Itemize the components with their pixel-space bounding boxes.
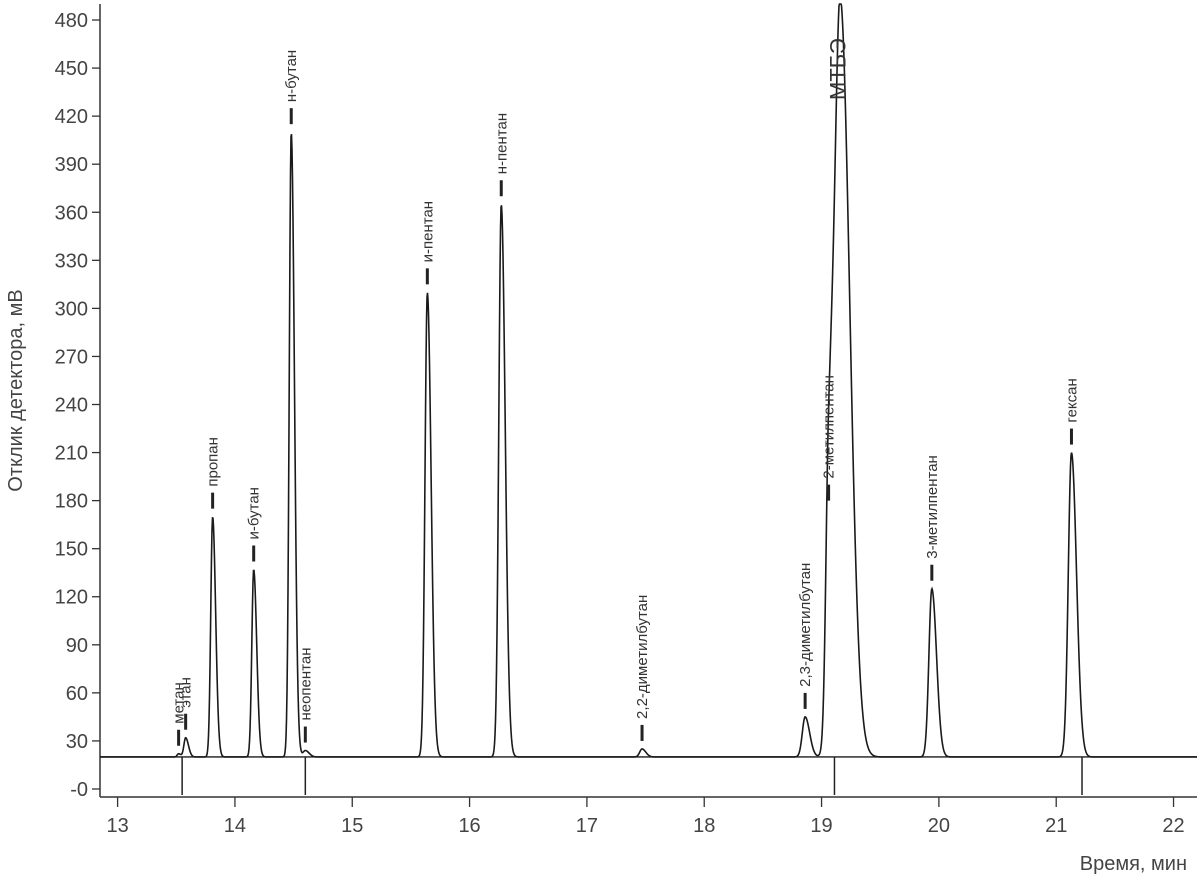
y-axis-title: Отклик детектора, мВ (5, 289, 27, 492)
x-tick-label: 18 (693, 815, 715, 837)
y-tick-label: 390 (55, 154, 88, 176)
x-tick-label: 20 (928, 815, 950, 837)
y-tick-label: 30 (66, 731, 88, 753)
y-tick-label: 360 (55, 202, 88, 224)
y-tick-label: 90 (66, 635, 88, 657)
x-tick-label: 22 (1162, 815, 1184, 837)
peak-label: 2-метилпентан (821, 375, 838, 479)
y-tick-label: 330 (55, 250, 88, 272)
y-tick-label: 150 (55, 539, 88, 561)
x-axis: 13 14 15 16 17 18 19 20 21 22 (106, 797, 1185, 837)
peak-label: н-бутан (283, 50, 300, 102)
y-tick-label: 120 (55, 587, 88, 609)
plot-frame (99, 4, 1197, 798)
y-tick-label: 60 (66, 683, 88, 705)
y-tick-label: -0 (70, 779, 88, 801)
peak-label: 2,3-диметилбутан (797, 563, 814, 687)
y-axis: -0 30 60 90 120 150 180 210 240 270 300 330 360 390 42… (55, 10, 100, 801)
x-tick-label: 21 (1045, 815, 1067, 837)
peak-label: гексан (1063, 378, 1080, 422)
peak-label: и-бутан (246, 487, 263, 539)
signal-line (100, 3, 1197, 758)
peak-label: метан (171, 682, 188, 723)
peak-label: МТБЭ (825, 38, 850, 100)
y-tick-label: 270 (55, 346, 88, 368)
y-tick-label: 450 (55, 58, 88, 80)
x-tick-label: 14 (224, 815, 246, 837)
y-tick-label: 300 (55, 298, 88, 320)
x-tick-label: 16 (458, 815, 480, 837)
y-tick-label: 180 (55, 491, 88, 513)
peak-label: н-пентан (493, 113, 510, 174)
x-tick-label: 17 (576, 815, 598, 837)
y-tick-label: 240 (55, 395, 88, 417)
peak-label: этан (178, 677, 195, 708)
x-tick-label: 13 (106, 815, 128, 837)
peak-label: и-пентан (419, 201, 436, 262)
y-tick-label: 210 (55, 443, 88, 465)
y-tick-label: 420 (55, 106, 88, 128)
peak-label: пропан (205, 437, 222, 487)
x-axis-title: Время, мин (1080, 853, 1187, 875)
chromatogram-trace (100, 3, 1197, 795)
peak-label: 2,2-диметилбутан (634, 595, 651, 719)
peak-label: неопентан (297, 647, 314, 720)
y-tick-label: 480 (55, 10, 88, 32)
peak-label: 3-метилпентан (924, 455, 941, 559)
x-tick-label: 19 (810, 815, 832, 837)
x-tick-label: 15 (341, 815, 363, 837)
